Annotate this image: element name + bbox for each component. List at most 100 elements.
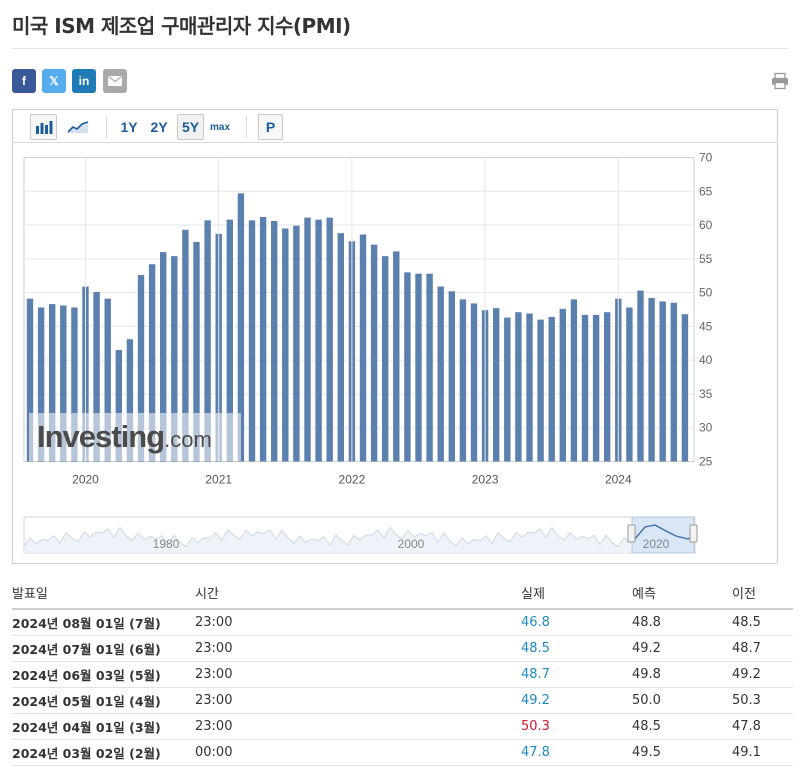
row-date: 2024년 03월 02일 (2월) [12,739,195,766]
bar [60,305,67,462]
row-forecast: 49.2 [632,635,732,662]
twitter-share-icon[interactable]: 𝕏 [42,69,66,93]
navigator-handle [627,524,636,543]
bar [293,225,300,462]
pmi-bar-chart: 25 30 35 40 45 50 55 60 65 70 2020 2021 2022 2023 2024… [23,151,713,554]
table-row: 2024년 07월 01일 (6월) 23:00 48.5 49.2 48.7 [12,635,793,662]
bar [160,252,167,462]
bar [49,304,56,462]
toolbar-separator [246,116,247,138]
row-time: 23:00 [195,713,521,740]
row-previous: 49.1 [732,739,793,766]
bar [226,219,233,462]
bar [26,298,34,462]
page-title: 미국 ISM 제조업 구매관리자 지수(PMI) [12,14,351,38]
header-previous[interactable]: 이전 [732,583,793,610]
row-time: 00:00 [195,739,521,766]
bar [415,273,422,462]
chart-container [12,109,778,564]
p-button[interactable]: P [258,114,283,140]
bar [493,308,500,462]
row-previous: 48.7 [732,635,793,662]
bar [259,216,267,462]
bar [537,319,544,462]
row-date: 2024년 05월 01일 (4월) [12,687,195,714]
row-date: 2024년 06월 03일 (5월) [12,661,195,688]
header-forecast[interactable]: 예측 [632,583,732,610]
navigator-year-label: 2000 [398,537,425,551]
linkedin-share-icon[interactable]: in [72,69,96,93]
range-2y-button[interactable]: 2Y [150,119,168,135]
row-actual: 48.7 [521,661,632,688]
navigator-selection [631,516,695,554]
table-header-row: 발표일 시간 실제 예측 이전 [12,583,793,610]
y-tick-label: 40 [699,353,713,367]
bar [326,217,333,462]
bar-chart-icon[interactable] [30,114,57,140]
bar [592,314,600,462]
row-forecast: 49.5 [632,739,732,766]
print-icon[interactable] [771,72,789,90]
row-actual: 50.3 [521,713,632,740]
release-history-table: 발표일 시간 실제 예측 이전 2024년 08월 01일 (7월) 23:00 4… [12,583,793,766]
bar [448,291,455,462]
x-tick-label: 2021 [205,473,232,487]
bar [581,314,589,462]
bar [393,251,400,462]
watermark-brand: Investing [37,419,165,454]
bar [515,312,522,462]
bar [315,219,322,462]
x-tick-label: 2023 [472,473,499,487]
table-row: 2024년 03월 02일 (2월) 00:00 47.8 49.5 49.1 [12,739,793,766]
range-max-button[interactable]: max [209,121,230,133]
title-divider [12,48,788,49]
bar [382,256,389,462]
bar [548,316,555,462]
bar [359,234,367,462]
bar [437,286,444,462]
facebook-share-icon[interactable]: f [12,69,36,93]
header-time[interactable]: 시간 [195,583,521,610]
header-date[interactable]: 발표일 [12,583,195,610]
area-chart-icon[interactable] [64,114,92,140]
bar [71,307,78,462]
row-actual: 46.8 [521,609,632,636]
bar [93,291,100,462]
row-actual: 47.8 [521,739,632,766]
bar [404,272,411,462]
y-tick-label: 60 [699,218,713,232]
row-date: 2024년 04월 01일 (3월) [12,713,195,740]
header-actual[interactable]: 실제 [521,583,632,610]
y-tick-label: 70 [699,151,713,165]
investing-watermark: Investing .com [29,413,241,461]
table-row: 2024년 08월 01일 (7월) 23:00 46.8 48.8 48.5 [12,609,793,636]
bar [171,256,178,462]
y-tick-label: 65 [699,184,713,198]
range-5y-button[interactable]: 5Y [177,114,204,140]
row-time: 23:00 [195,635,521,662]
toolbar-separator [106,116,107,138]
x-tick-label: 2022 [339,473,366,487]
row-forecast: 48.5 [632,713,732,740]
y-tick-label: 35 [699,387,713,401]
y-tick-label: 45 [699,319,713,333]
row-previous: 49.2 [732,661,793,688]
email-share-icon[interactable] [103,69,127,93]
bar [304,217,311,462]
range-1y-button[interactable]: 1Y [120,119,138,135]
navigator-year-label: 1980 [153,537,180,551]
bar [370,244,378,462]
bar [504,317,511,462]
navigator-selected-line [633,524,693,541]
navigator-handle [689,524,698,543]
bar [248,220,256,462]
watermark-suffix: .com [164,427,212,452]
bar [137,275,145,462]
y-tick-label: 55 [699,252,713,266]
bar [193,241,200,462]
row-time: 23:00 [195,687,521,714]
table-row: 2024년 05월 01일 (4월) 23:00 49.2 50.0 50.3 [12,687,793,714]
row-actual: 49.2 [521,687,632,714]
row-previous: 47.8 [732,713,793,740]
bar [271,221,278,462]
